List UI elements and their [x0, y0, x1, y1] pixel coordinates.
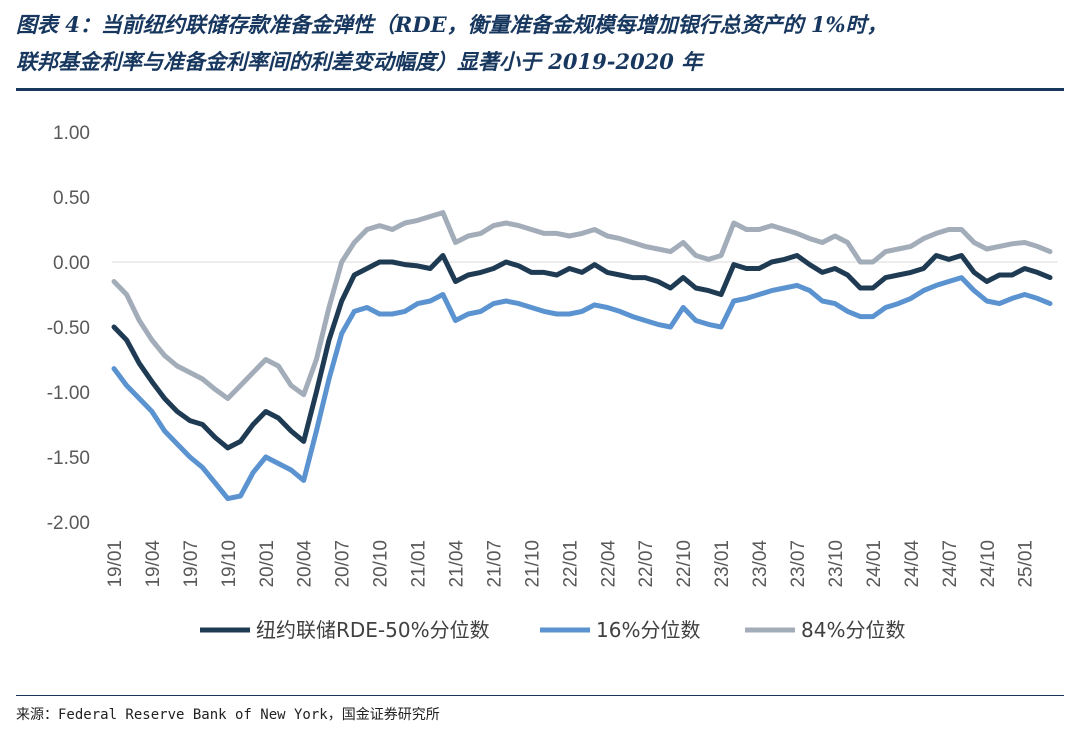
y-axis-ticks: 1.00 0.50 0.00 -0.50 -1.00 -1.50 -2.00 — [47, 123, 90, 534]
x-tick-label: 22/01 — [560, 540, 581, 588]
median-line-legend-label: 纽约联储RDE-50%分位数 — [256, 618, 490, 642]
y-tick-label: -2.00 — [47, 513, 90, 534]
y-tick-label: -1.00 — [47, 383, 90, 404]
x-tick-label: 19/01 — [105, 540, 126, 588]
x-tick-label: 24/07 — [940, 540, 961, 588]
x-tick-label: 21/04 — [447, 540, 468, 588]
x-tick-label: 19/07 — [181, 540, 202, 588]
x-tick-label: 24/01 — [864, 540, 885, 588]
x-tick-label: 19/10 — [219, 540, 240, 588]
x-tick-label: 25/01 — [1016, 540, 1037, 588]
x-tick-label: 21/07 — [484, 540, 505, 588]
x-tick-label: 23/04 — [750, 540, 771, 588]
y-tick-label: -1.50 — [47, 448, 90, 469]
y-tick-label: 0.00 — [53, 253, 90, 274]
x-tick-label: 21/01 — [409, 540, 430, 588]
x-tick-label: 24/04 — [902, 540, 923, 588]
rde-line-chart: 1.000.500.00-0.50-1.00-1.50-2.00 19/01 19… — [47, 123, 1058, 642]
x-tick-label: 19/04 — [143, 540, 164, 588]
y-tick-label: 0.50 — [53, 188, 90, 209]
x-tick-label: 20/07 — [333, 540, 354, 588]
title-line-2: 联邦基金利率与准备金利率间的利差变动幅度）显著小于 2019-2020 年 — [16, 49, 703, 74]
p16-line — [111, 275, 1053, 502]
title-divider — [16, 88, 1064, 91]
x-tick-label: 23/10 — [826, 540, 847, 588]
x-tick-label: 24/10 — [978, 540, 999, 588]
x-tick-label: 20/10 — [371, 540, 392, 588]
x-tick-label: 22/04 — [598, 540, 619, 588]
y-tick-label: 1.00 — [53, 123, 90, 144]
p84-line-legend-label: 84%分位数 — [801, 618, 905, 642]
p16-line-legend-label: 16%分位数 — [596, 618, 700, 642]
title-line-1: 图表 4：当前纽约联储存款准备金弹性（RDE，衡量准备金规模每增加银行总资产的 … — [16, 12, 888, 37]
chart-title: 图表 4：当前纽约联储存款准备金弹性（RDE，衡量准备金规模每增加银行总资产的 … — [16, 6, 1066, 80]
x-tick-label: 20/01 — [257, 540, 278, 588]
y-tick-label: -0.50 — [47, 318, 90, 339]
x-tick-label: 22/07 — [636, 540, 657, 588]
x-tick-label: 22/10 — [674, 540, 695, 588]
x-tick-label: 21/10 — [522, 540, 543, 588]
median-line — [111, 253, 1053, 451]
x-tick-label: 23/01 — [712, 540, 733, 588]
p84-line — [111, 210, 1053, 401]
x-axis-ticks: 19/01 19/04 19/07 19/10 20/01 20/04 20/07 20/10… — [105, 540, 1037, 588]
source-divider — [16, 695, 1064, 696]
source-note: 来源：Federal Reserve Bank of New York，国金证券… — [16, 707, 440, 723]
x-tick-label: 20/04 — [295, 540, 316, 588]
legend: 纽约联储RDE-50%分位数 16%分位数 84%分位数 — [200, 618, 905, 642]
series-lines — [111, 210, 1053, 502]
x-tick-label: 23/07 — [788, 540, 809, 588]
